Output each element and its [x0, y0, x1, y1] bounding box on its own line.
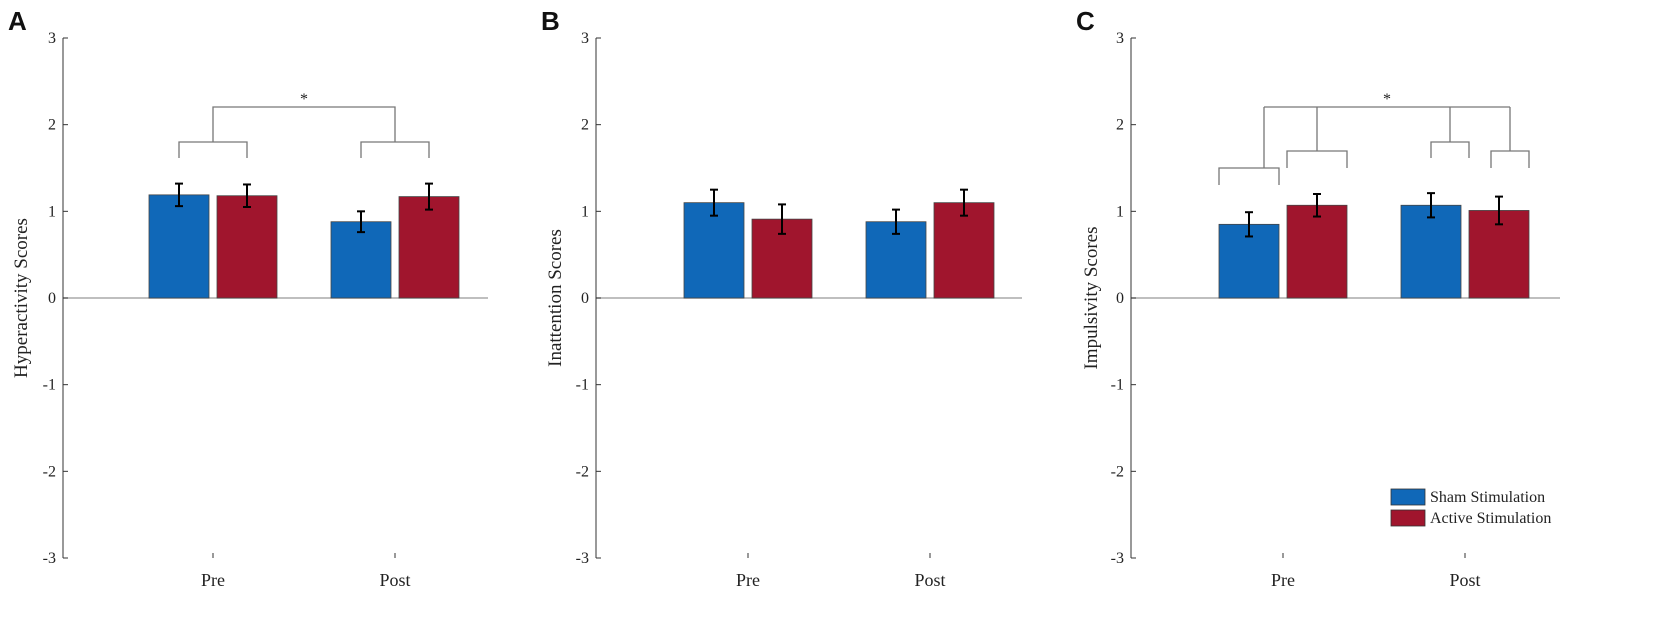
significance-bracket [360, 141, 430, 158]
significance-bracket [1286, 150, 1348, 168]
x-tick-label: Post [1449, 570, 1480, 590]
y-tick-label: 0 [581, 290, 589, 307]
x-tick-label: Pre [1271, 570, 1295, 590]
y-tick-label: -1 [43, 377, 56, 394]
y-tick-label: 3 [48, 30, 56, 47]
y-axis-label: Hyperactivity Scores [11, 218, 32, 378]
significance-bracket [178, 141, 248, 158]
y-tick-label: 2 [581, 117, 589, 134]
y-tick-label: -3 [576, 550, 589, 567]
y-tick-label: 1 [48, 203, 56, 220]
panel-label-c: C [1076, 6, 1095, 36]
x-tick-label: Post [914, 570, 945, 590]
bar [933, 202, 995, 299]
y-tick-label: 3 [1116, 30, 1124, 47]
y-tick-label: 2 [48, 117, 56, 134]
y-tick-label: 1 [1116, 203, 1124, 220]
y-tick-label: 0 [1116, 290, 1124, 307]
bar [148, 194, 210, 299]
y-tick-label: -3 [1111, 550, 1124, 567]
y-tick-label: 2 [1116, 117, 1124, 134]
significance-bracket [212, 106, 396, 142]
significance-bracket [1490, 150, 1530, 168]
bar [1286, 204, 1348, 299]
significance-bracket [1430, 141, 1470, 158]
significance-star: * [1383, 91, 1391, 108]
panel-label-a: A [8, 6, 27, 36]
panel-label-b: B [541, 6, 560, 36]
plot-area: -3 -2 -1 0 1 2 3 Pre Post * [43, 30, 488, 590]
legend-swatch-sham [1390, 488, 1426, 506]
plot-area: -3 -2 -1 0 1 2 3 Pre Post * [1111, 30, 1560, 590]
bar [398, 196, 460, 299]
bar [330, 221, 392, 299]
plot-area: -3 -2 -1 0 1 2 3 Pre Post [576, 30, 1022, 590]
y-axis-label: Impulsivity Scores [1081, 226, 1102, 369]
x-tick-label: Post [379, 570, 410, 590]
y-tick-label: 1 [581, 203, 589, 220]
y-tick-label: -2 [576, 463, 589, 480]
panel-c: C Impulsivity Scores -3 -2 -1 0 1 2 3 Pre Post * [1076, 6, 1560, 590]
significance-bracket [1218, 167, 1280, 185]
legend: Sham Stimulation Active Stimulation [1390, 488, 1551, 527]
y-tick-label: -1 [1111, 377, 1124, 394]
significance-star: * [300, 91, 308, 108]
y-tick-label: 3 [581, 30, 589, 47]
y-tick-label: -2 [43, 463, 56, 480]
y-tick-label: -2 [1111, 463, 1124, 480]
x-tick-label: Pre [736, 570, 760, 590]
panel-a: A Hyperactivity Scores -3 -2 -1 0 1 2 3 Pre Post… [8, 6, 488, 590]
y-axis-label: Inattention Scores [545, 229, 566, 367]
panel-b: B Inattention Scores -3 -2 -1 0 1 2 3 Pre Post [541, 6, 1022, 590]
legend-label-active: Active Stimulation [1430, 510, 1551, 527]
bar [216, 195, 278, 299]
legend-swatch-active [1390, 509, 1426, 527]
y-tick-label: -1 [576, 377, 589, 394]
x-tick-label: Pre [201, 570, 225, 590]
bar [1400, 204, 1462, 299]
y-tick-label: -3 [43, 550, 56, 567]
legend-label-sham: Sham Stimulation [1430, 489, 1545, 506]
y-tick-label: 0 [48, 290, 56, 307]
bar [683, 202, 745, 299]
